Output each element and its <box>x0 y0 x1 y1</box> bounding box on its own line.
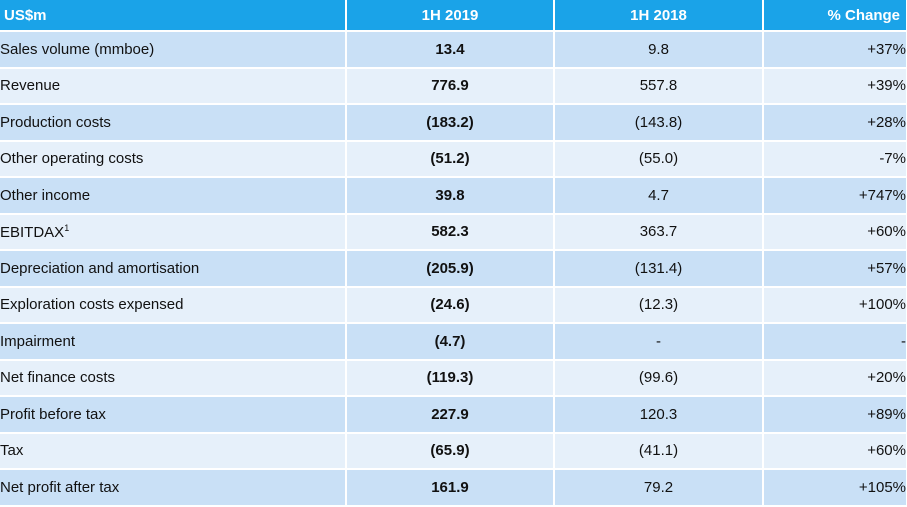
table-row: Production costs (183.2) (143.8) +28% <box>0 104 907 142</box>
value-change: -7% <box>763 140 907 178</box>
value-1h-2019: 582.3 <box>346 213 555 251</box>
row-label-text: Other income <box>0 186 91 204</box>
value-change: +100% <box>763 286 907 324</box>
value-1h-2018: - <box>554 323 764 361</box>
value-1h-2018: (131.4) <box>554 250 764 288</box>
value-1h-2019: 13.4 <box>346 31 555 69</box>
value-1h-2019: 776.9 <box>346 67 555 105</box>
value-1h-2018: (99.6) <box>554 359 764 397</box>
table-row: Other operating costs (51.2) (55.0) -7% <box>0 140 907 178</box>
value-1h-2019: (51.2) <box>346 140 555 178</box>
row-label: Production costs <box>0 104 347 142</box>
value-change: +20% <box>763 359 907 397</box>
row-label: Net profit after tax <box>0 469 347 507</box>
row-label-text: Exploration costs expensed <box>0 296 184 314</box>
row-label-text: Production costs <box>0 113 111 131</box>
row-label: Sales volume (mmboe) <box>0 31 347 69</box>
value-1h-2018: (41.1) <box>554 432 764 470</box>
value-change: - <box>763 323 907 361</box>
value-1h-2018: (143.8) <box>554 104 764 142</box>
value-1h-2019: 227.9 <box>346 396 555 434</box>
row-label: Tax <box>0 432 347 470</box>
value-change: +37% <box>763 31 907 69</box>
footnote-marker: 1 <box>64 222 70 233</box>
table-header: US$m 1H 2019 1H 2018 % Change <box>0 0 907 32</box>
row-label: Other operating costs <box>0 140 347 178</box>
value-1h-2019: (24.6) <box>346 286 555 324</box>
value-1h-2019: (65.9) <box>346 432 555 470</box>
table-row: Tax (65.9) (41.1) +60% <box>0 432 907 470</box>
value-change: +747% <box>763 177 907 215</box>
table-row: EBITDAX1 582.3 363.7 +60% <box>0 213 907 251</box>
value-change: +39% <box>763 67 907 105</box>
row-label-text: Revenue <box>0 77 61 95</box>
value-1h-2019: (4.7) <box>346 323 555 361</box>
row-label-text: Impairment <box>0 332 76 350</box>
value-1h-2019: (183.2) <box>346 104 555 142</box>
table-row: Net profit after tax 161.9 79.2 +105% <box>0 469 907 507</box>
value-1h-2018: 79.2 <box>554 469 764 507</box>
row-label: Net finance costs <box>0 359 347 397</box>
row-label-text: Sales volume (mmboe) <box>0 40 155 58</box>
row-label-text: Profit before tax <box>0 405 106 423</box>
header-1h-2018: 1H 2018 <box>554 0 764 32</box>
row-label: EBITDAX1 <box>0 213 347 251</box>
value-1h-2018: (12.3) <box>554 286 764 324</box>
table-row: Net finance costs (119.3) (99.6) +20% <box>0 359 907 397</box>
row-label-text: Depreciation and amortisation <box>0 259 200 277</box>
value-1h-2019: 161.9 <box>346 469 555 507</box>
value-1h-2019: (205.9) <box>346 250 555 288</box>
row-label-text: EBITDAX <box>0 223 65 241</box>
table-row: Other income 39.8 4.7 +747% <box>0 177 907 215</box>
row-label-text: Net finance costs <box>0 369 116 387</box>
row-label: Other income <box>0 177 347 215</box>
table-row: Exploration costs expensed (24.6) (12.3) +1… <box>0 286 907 324</box>
row-label: Impairment <box>0 323 347 361</box>
row-label: Revenue <box>0 67 347 105</box>
row-label-text: Net profit after tax <box>0 478 120 496</box>
row-label-text: Tax <box>0 442 24 460</box>
value-change: +28% <box>763 104 907 142</box>
table-row: Revenue 776.9 557.8 +39% <box>0 67 907 105</box>
row-label: Profit before tax <box>0 396 347 434</box>
value-1h-2019: 39.8 <box>346 177 555 215</box>
value-change: +60% <box>763 432 907 470</box>
table-row: Sales volume (mmboe) 13.4 9.8 +37% <box>0 31 907 69</box>
value-change: +57% <box>763 250 907 288</box>
row-label-text: Other operating costs <box>0 150 144 168</box>
value-change: +60% <box>763 213 907 251</box>
value-1h-2019: (119.3) <box>346 359 555 397</box>
row-label: Depreciation and amortisation <box>0 250 347 288</box>
row-label: Exploration costs expensed <box>0 286 347 324</box>
value-1h-2018: 557.8 <box>554 67 764 105</box>
value-1h-2018: 120.3 <box>554 396 764 434</box>
header-1h-2019: 1H 2019 <box>346 0 555 32</box>
value-1h-2018: 363.7 <box>554 213 764 251</box>
table-row: Profit before tax 227.9 120.3 +89% <box>0 396 907 434</box>
table-body: Sales volume (mmboe) 13.4 9.8 +37% Revenue 77… <box>0 31 907 507</box>
value-1h-2018: 9.8 <box>554 31 764 69</box>
header-units: US$m <box>0 0 347 32</box>
table-row: Impairment (4.7) - - <box>0 323 907 361</box>
value-1h-2018: 4.7 <box>554 177 764 215</box>
value-1h-2018: (55.0) <box>554 140 764 178</box>
value-change: +89% <box>763 396 907 434</box>
value-change: +105% <box>763 469 907 507</box>
header-change: % Change <box>763 0 907 32</box>
table-row: Depreciation and amortisation (205.9) (131… <box>0 250 907 288</box>
header-row: US$m 1H 2019 1H 2018 % Change <box>0 0 907 32</box>
